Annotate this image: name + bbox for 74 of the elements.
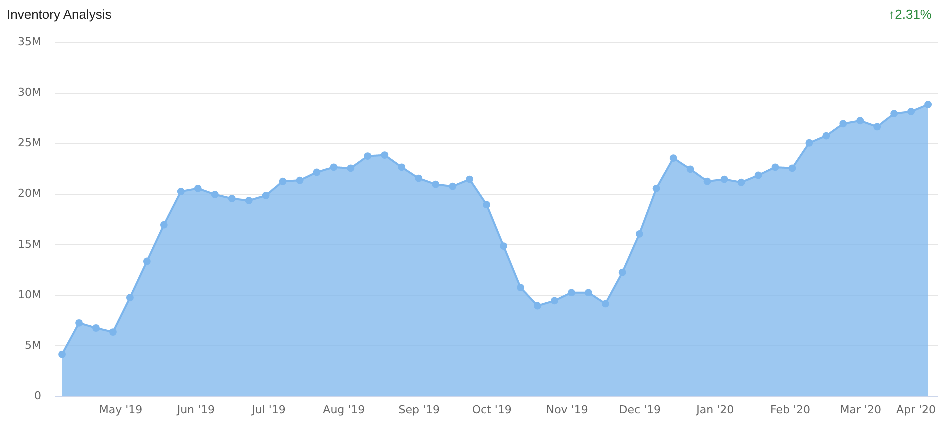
point [228,195,236,202]
point [720,176,728,184]
point [602,300,610,308]
point [177,188,185,196]
point [890,110,898,118]
y-tick-label: 15M [18,238,42,251]
point [347,164,355,172]
point [924,101,932,108]
x-tick-label: May '19 [99,404,143,416]
point [449,182,457,190]
point [58,350,66,358]
text: ↑2.31% [888,7,932,22]
point [874,123,882,131]
x-tick-label: Feb '20 [770,404,811,416]
point [568,289,576,297]
point [432,180,440,188]
point [500,242,508,250]
point [534,302,542,310]
point [296,176,304,184]
point [364,152,372,160]
x-tick-label: Dec '19 [619,404,662,416]
point [670,154,678,162]
point [551,297,558,305]
point [279,178,287,186]
y-tick-label: 10M [18,288,42,302]
point [194,184,202,192]
point [517,284,524,292]
x-tick-label: Jun '19 [176,404,216,416]
y-tick-label: 35M [18,36,42,48]
point [211,191,219,198]
x-tick-label: Mar '20 [840,404,882,416]
chart-title: Inventory Analysis [7,7,112,22]
point [126,294,134,302]
point [483,201,491,209]
point [636,230,644,238]
point [584,289,592,297]
y-tick-label: 5M [25,338,42,352]
point [398,164,406,172]
point [143,258,151,266]
point [466,176,474,184]
point [415,174,423,182]
y-tick-label: 25M [18,136,42,150]
point [806,139,814,147]
point [704,178,712,186]
y-tick-label: 30M [18,86,42,100]
x-tick-label: Jul '19 [251,404,286,416]
point [313,168,321,176]
point [110,328,117,336]
y-tick-label: 20M [18,187,42,200]
point [92,324,100,332]
point [788,164,796,172]
point [245,197,253,204]
x-tick-label: Apr '20 [896,404,936,416]
point [76,319,83,327]
point [160,221,168,229]
x-tick-label: Aug '19 [323,404,366,416]
x-tick-label: Oct '19 [472,404,512,416]
point [856,117,864,125]
point [908,108,916,116]
point [738,178,746,186]
point [840,120,848,128]
point [618,268,626,276]
x-tick-label: Sep '19 [398,404,440,416]
point [262,192,270,200]
point [822,132,830,140]
y-tick-label: 0 [34,390,42,402]
point [381,152,389,159]
x-tick-label: Nov '19 [546,404,588,416]
point [754,172,762,180]
x-tick-label: Jan '20 [696,404,734,416]
point [686,166,694,174]
point [330,164,338,172]
point [772,164,780,172]
point [652,184,660,192]
